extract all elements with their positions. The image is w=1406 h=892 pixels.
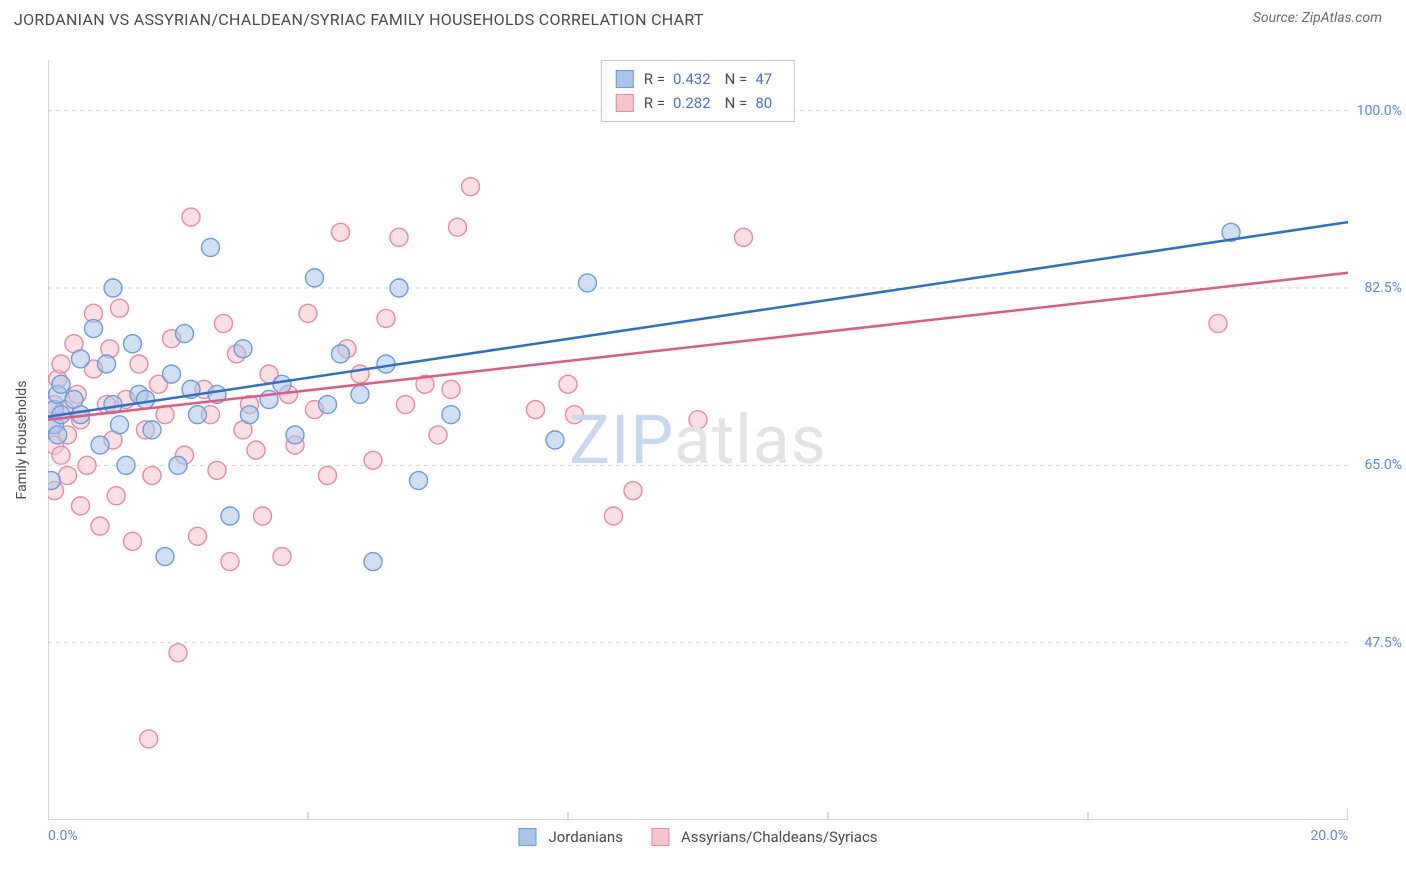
legend-item: Assyrians/Chaldeans/Syriacs — [651, 828, 878, 846]
legend-label: Assyrians/Chaldeans/Syriacs — [681, 828, 878, 846]
y-tick-label: 65.0% — [1364, 457, 1402, 473]
y-tick-label: 82.5% — [1364, 280, 1402, 296]
chart-source: Source: ZipAtlas.com — [1253, 10, 1382, 26]
legend-item: Jordanians — [518, 828, 623, 846]
scatter-plot — [48, 60, 1348, 820]
legend-stats: R = 0.432 N = 47 R = 0.282 N = 80 — [601, 60, 795, 122]
legend-swatch-blue — [616, 70, 634, 88]
chart-title: JORDANIAN VS ASSYRIAN/CHALDEAN/SYRIAC FA… — [14, 10, 704, 29]
legend-swatch-pink — [616, 94, 634, 112]
r-value-1: 0.282 — [673, 91, 711, 115]
legend-series: Jordanians Assyrians/Chaldeans/Syriacs — [518, 828, 877, 846]
y-tick-label: 100.0% — [1357, 103, 1402, 119]
chart-area: Family Households R = 0.432 N = 47 R = 0… — [48, 60, 1348, 820]
legend-stats-row: R = 0.432 N = 47 — [616, 67, 780, 91]
y-axis-label: Family Households — [14, 381, 30, 500]
legend-stats-row: R = 0.282 N = 80 — [616, 91, 780, 115]
y-tick-label: 47.5% — [1364, 635, 1402, 651]
legend-label: Jordanians — [548, 828, 623, 846]
n-value-1: 80 — [755, 91, 772, 115]
legend-swatch-blue — [518, 828, 536, 846]
chart-header: JORDANIAN VS ASSYRIAN/CHALDEAN/SYRIAC FA… — [0, 0, 1406, 29]
x-tick-label: 0.0% — [48, 828, 78, 844]
x-tick-label: 20.0% — [1310, 828, 1348, 844]
legend-swatch-pink — [651, 828, 669, 846]
r-value-0: 0.432 — [673, 67, 711, 91]
n-value-0: 47 — [755, 67, 772, 91]
